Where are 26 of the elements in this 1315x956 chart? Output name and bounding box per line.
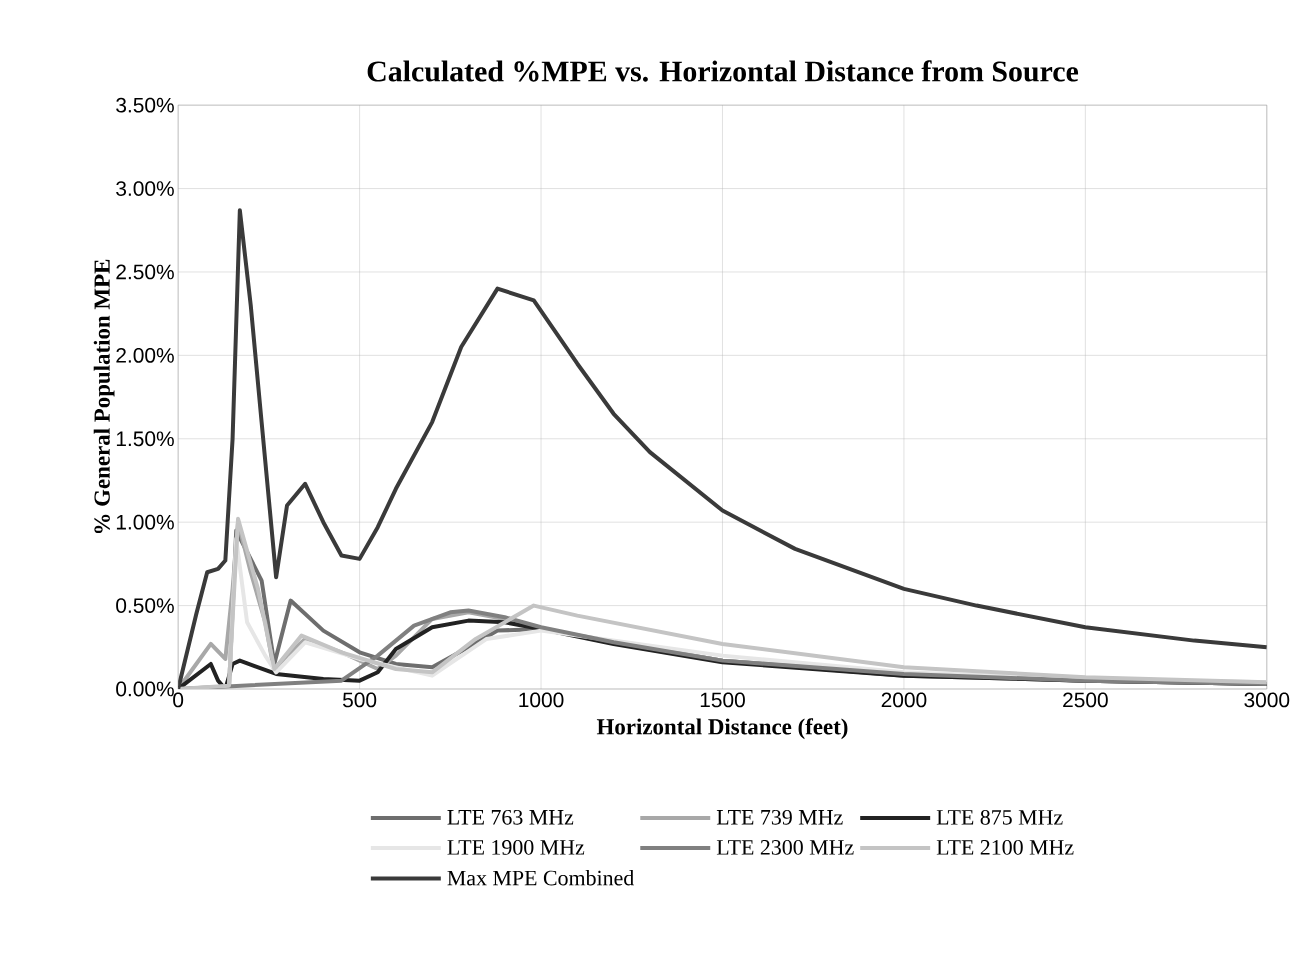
y-tick-label: 3.50%	[116, 97, 174, 113]
y-tick-label: 1.00%	[116, 514, 174, 530]
y-tick-label: 2.50%	[116, 264, 174, 280]
legend-label: LTE 763 MHz	[447, 809, 574, 825]
legend-label: LTE 2100 MHz	[936, 839, 1074, 855]
x-tick-label: 500	[342, 692, 377, 708]
y-axis-title: % General Population MPE	[93, 259, 115, 534]
y-tick-label: 0.50%	[116, 598, 174, 613]
y-tick-label: 3.00%	[116, 181, 174, 196]
line-series	[178, 208, 1267, 689]
x-axis-title: Horizontal Distance (feet)	[596, 718, 848, 740]
x-tick-label: 2000	[881, 692, 927, 708]
legend-label: LTE 739 MHz	[716, 809, 843, 825]
legend-label: LTE 1900 MHz	[447, 839, 585, 855]
x-tick-label: 1000	[519, 692, 564, 708]
y-tick-label: 0.00%	[116, 681, 174, 697]
legend-label: LTE 2300 MHz	[716, 839, 854, 855]
y-tick-label: 2.00%	[116, 347, 174, 363]
chart-title: Calculated %MPE vs. Horizontal Distance from Source	[367, 60, 1079, 82]
y-tick-label: 1.50%	[116, 431, 174, 447]
x-tick-label: 3000	[1244, 692, 1290, 708]
x-tick-label: 1500	[700, 692, 745, 708]
legend-label: Max MPE Combined	[447, 869, 634, 886]
legend-label: LTE 875 MHz	[936, 809, 1063, 825]
x-tick-label: 2500	[1063, 692, 1108, 708]
x-tick-label: 0	[173, 692, 184, 708]
